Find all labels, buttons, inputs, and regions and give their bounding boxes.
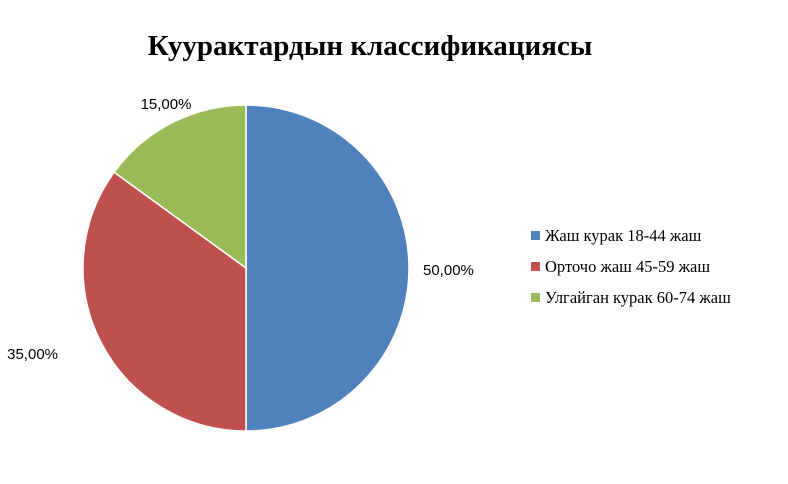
- data-label-3: 15,00%: [141, 96, 192, 113]
- legend-swatch-3: [531, 293, 540, 302]
- legend-swatch-1: [531, 231, 540, 240]
- pie-slice-1: [246, 105, 409, 431]
- chart-title: Куурактардын классификациясы: [148, 30, 593, 62]
- legend-label-2: Орточо жаш 45-59 жаш: [545, 257, 710, 276]
- data-label-1: 50,00%: [423, 262, 474, 279]
- legend-label-1: Жаш курак 18-44 жаш: [545, 226, 702, 245]
- pie-slices: [83, 105, 409, 431]
- legend: Жаш курак 18-44 жаш Орточо жаш 45-59 жаш У…: [531, 226, 731, 307]
- data-label-2: 35,00%: [7, 346, 58, 363]
- legend-swatch-2: [531, 262, 540, 271]
- legend-label-3: Улгайган курак 60-74 жаш: [545, 288, 731, 307]
